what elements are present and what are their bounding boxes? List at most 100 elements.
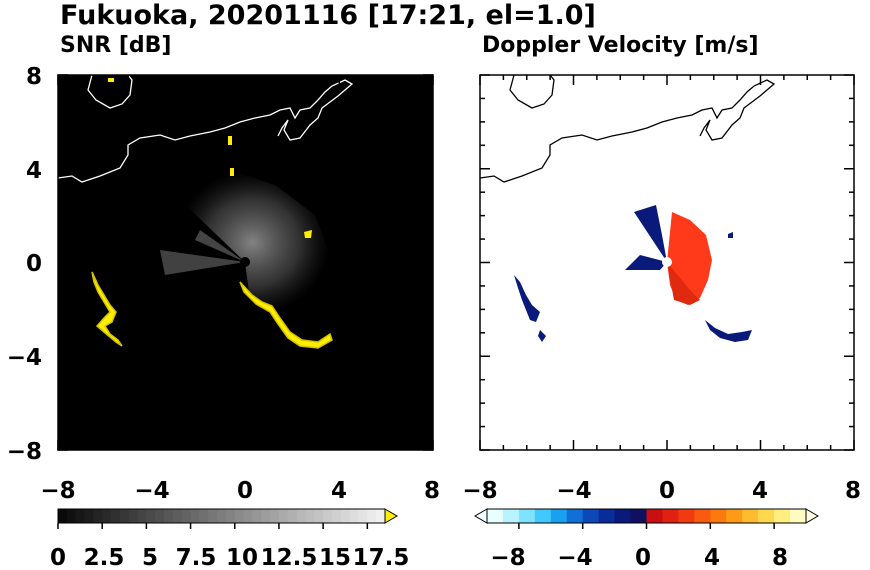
doppler-colorbar-step [582,509,600,523]
doppler-x-tick-label: 8 [845,478,861,504]
doppler-colorbar-tick-label: −4 [557,545,592,570]
doppler-colorbar-step [550,509,568,523]
doppler-colorbar-step [758,509,775,523]
doppler-receding-echo [667,262,700,305]
doppler-x-tick-label: −8 [462,478,497,504]
snr-colorbar-step [155,509,165,523]
snr-echo-layer [91,78,333,349]
snr-colorbar-frame [57,508,386,524]
y-tick-label: −8 [7,439,42,465]
snr-colorbar-step [75,509,86,523]
snr-x-tick-label: 0 [237,478,253,504]
snr-colorbar-step [367,509,377,523]
doppler-axis-ticks [479,74,855,451]
doppler-colorbar-over-arrow [805,508,819,524]
doppler-colorbar-step [710,509,727,523]
snr-colorbar-step [270,509,280,523]
snr-echo-ray [195,230,245,262]
doppler-colorbar-step [502,509,520,523]
doppler-colorbar-tick-label: 0 [635,545,651,570]
y-tick-label: 0 [26,251,42,277]
snr-colorbar-step [190,509,200,523]
snr-axis-ticks [57,74,434,451]
snr-strong-echo [304,230,312,238]
snr-colorbar-step [93,509,103,523]
snr-colorbar-step [119,509,130,523]
snr-colorbar [57,508,398,529]
snr-colorbar-step [164,509,174,523]
snr-colorbar-step [208,509,218,523]
doppler-panel-title: Doppler Velocity [m/s] [482,33,759,58]
y-tick-label: −4 [7,345,42,371]
doppler-colorbar-step [790,509,807,523]
doppler-colorbar-step [487,509,504,523]
doppler-colorbar-step [646,509,663,523]
doppler-approaching-echo [705,320,752,342]
doppler-approaching-echo [728,232,733,238]
snr-strong-echo [108,78,114,82]
snr-colorbar-step [181,509,192,523]
snr-colorbar-step [84,509,94,523]
doppler-approaching-echo [514,275,540,322]
snr-colorbar-tick-label: 2.5 [84,545,125,570]
snr-colorbar-step [376,509,386,523]
snr-strong-echo [230,168,234,176]
snr-colorbar-tick-label: 0 [50,545,66,570]
snr-colorbar-step [358,509,368,523]
snr-colorbar-step [146,509,156,523]
doppler-colorbar-step [614,509,632,523]
snr-colorbar-tick-label: 15 [319,545,351,570]
snr-colorbar-step [128,509,139,523]
snr-colorbar-step [111,509,121,523]
snr-strong-echo [239,281,333,349]
snr-colorbar-tick-label: 12.5 [261,545,318,570]
doppler-approaching-echo [634,205,667,262]
snr-strong-echo [228,136,232,145]
doppler-echo-layer [514,205,752,342]
doppler-radar-site [662,257,672,267]
doppler-colorbar-step [566,509,584,523]
doppler-x-tick-label: 0 [659,478,675,504]
doppler-x-tick-label: 4 [752,478,768,504]
snr-colorbar-step [243,509,253,523]
doppler-colorbar-step [726,509,743,523]
doppler-colorbar-step [630,509,647,523]
snr-x-tick-label: 8 [424,478,440,504]
snr-echo-fan [175,170,330,315]
snr-colorbar-step [323,509,333,523]
snr-colorbar-step [234,509,245,523]
snr-colorbar-step [252,509,262,523]
doppler-colorbar-step [694,509,711,523]
doppler-colorbar-step [534,509,552,523]
doppler-approaching-echo [538,330,546,342]
snr-colorbar-tick-label: 17.5 [353,545,410,570]
snr-colorbar-step [296,509,306,523]
doppler-colorbar-step [774,509,791,523]
snr-x-tick-label: −4 [134,478,169,504]
snr-colorbar-step [331,509,342,523]
snr-colorbar-tick-label: 5 [142,545,158,570]
doppler-colorbar-tick-label: 4 [704,545,720,570]
snr-colorbar-step [102,509,112,523]
snr-colorbar-step [278,509,289,523]
snr-panel-title: SNR [dB] [60,33,172,58]
snr-colorbar-over-arrow [384,508,398,524]
snr-x-tick-label: 4 [331,478,347,504]
snr-radar-site [240,257,250,267]
doppler-x-tick-label: −4 [556,478,591,504]
snr-x-tick-label: −8 [40,478,75,504]
snr-colorbar-step [66,509,77,523]
snr-colorbar-step [199,509,209,523]
snr-colorbar-step [349,509,359,523]
doppler-approaching-echo [625,255,667,270]
doppler-colorbar-under-arrow [474,508,488,524]
snr-echo-ray [160,250,245,275]
doppler-colorbar-step [662,509,679,523]
snr-strong-echo [91,271,123,347]
snr-colorbar-step [314,509,324,523]
figure-title: Fukuoka, 20201116 [17:21, el=1.0] [60,0,596,31]
snr-colorbar-step [340,509,351,523]
doppler-colorbar-step [678,509,695,523]
doppler-colorbar [474,508,819,529]
